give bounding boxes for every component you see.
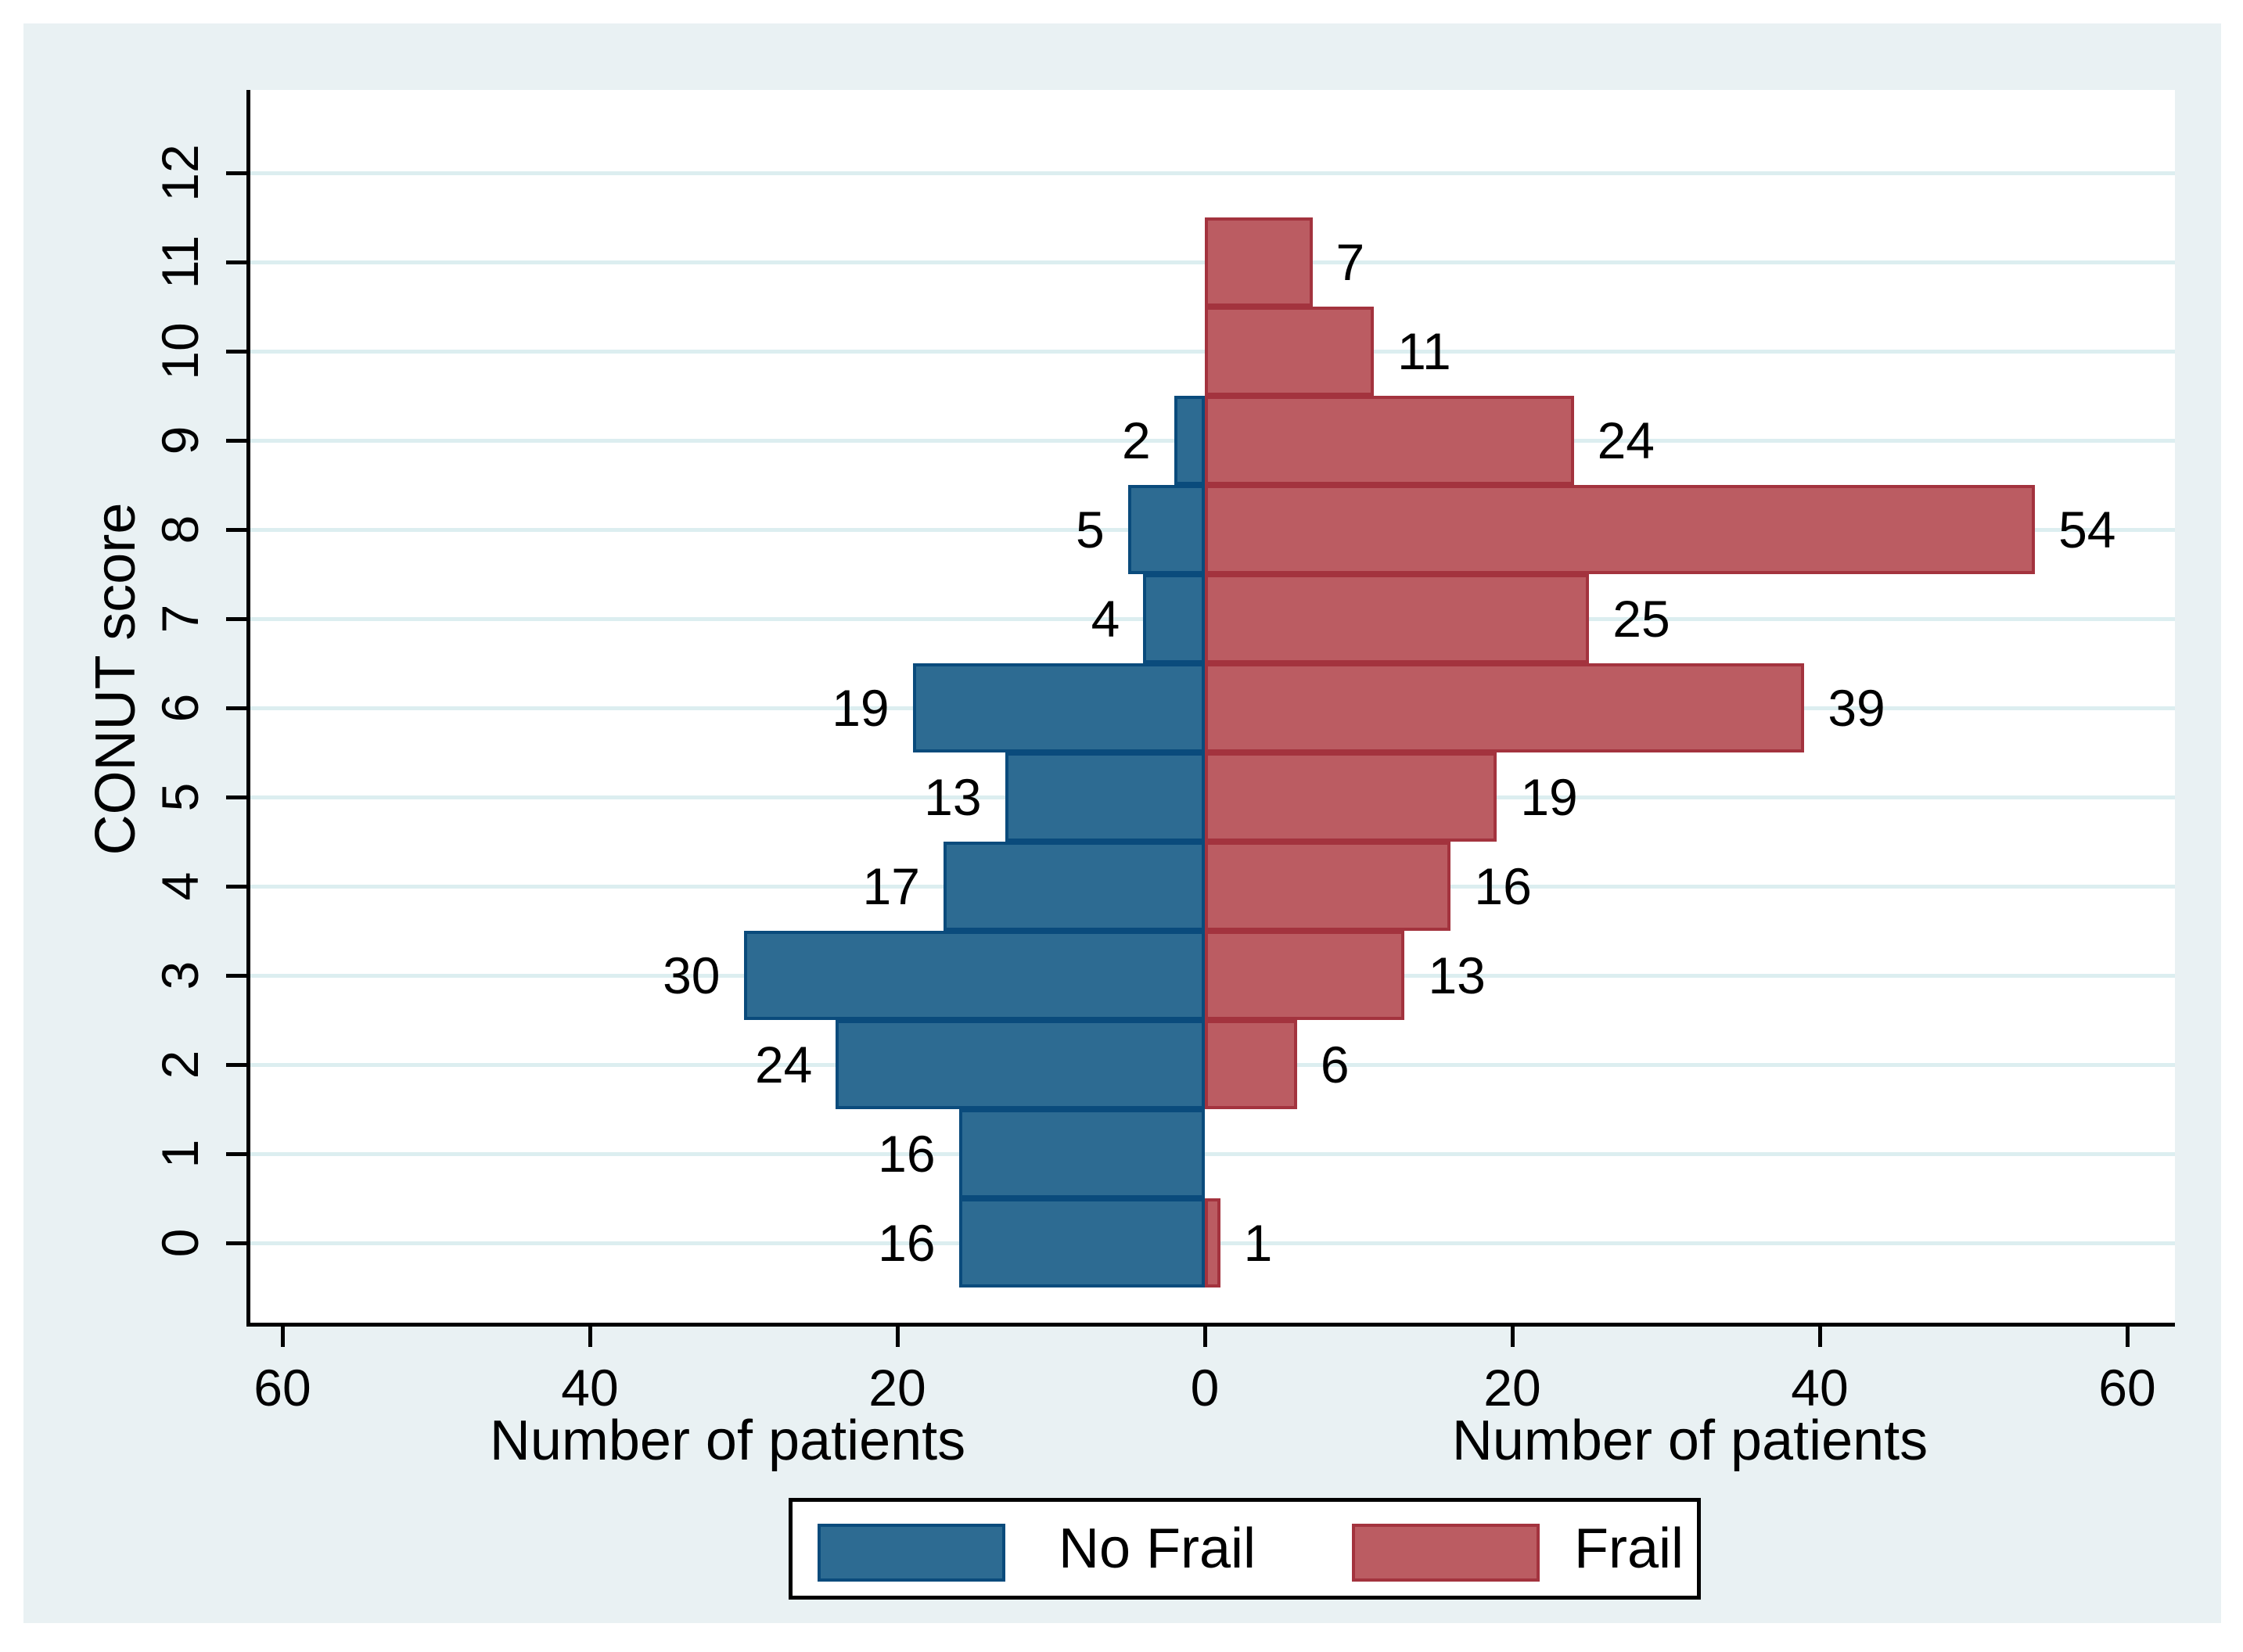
x-tick-0 — [281, 1327, 285, 1347]
x-tick-label-2: 20 — [868, 1359, 926, 1417]
y-axis-title: CONUT score — [84, 502, 147, 856]
x-tick-6 — [2126, 1327, 2130, 1347]
bar-no-frail-score-1 — [958, 1109, 1205, 1198]
bar-no-frail-score-9 — [1174, 396, 1205, 485]
value-label-frail-score-3: 13 — [1428, 946, 1486, 1004]
bar-no-frail-score-4 — [943, 842, 1205, 931]
value-label-frail-score-8: 54 — [2058, 501, 2116, 558]
x-axis-line — [246, 1323, 2175, 1327]
value-label-no-frail-score-2: 24 — [754, 1036, 813, 1094]
legend-label-no-frail: No Frail — [1059, 1517, 1256, 1580]
bar-no-frail-score-2 — [836, 1020, 1205, 1109]
x-tick-label-3: 0 — [1190, 1359, 1220, 1417]
value-label-frail-score-5: 19 — [1520, 768, 1578, 826]
legend-swatch-frail — [1352, 1524, 1540, 1582]
x-tick-label-4: 20 — [1483, 1359, 1541, 1417]
y-axis-line — [246, 90, 250, 1327]
bar-no-frail-score-6 — [912, 663, 1205, 752]
value-label-no-frail-score-4: 17 — [862, 857, 920, 915]
value-label-no-frail-score-0: 16 — [878, 1214, 936, 1272]
y-tick-6 — [226, 706, 246, 710]
x-tick-label-0: 60 — [253, 1359, 311, 1417]
y-tick-5 — [226, 795, 246, 799]
x-tick-label-6: 60 — [2098, 1359, 2156, 1417]
x-axis-title-right: Number of patients — [1451, 1410, 1928, 1472]
gridline-score-1 — [250, 1152, 2175, 1156]
bar-frail-score-9 — [1205, 396, 1574, 485]
value-label-frail-score-10: 11 — [1397, 322, 1451, 380]
value-label-frail-score-7: 25 — [1612, 590, 1670, 648]
value-label-frail-score-11: 7 — [1335, 233, 1365, 291]
x-tick-4 — [1511, 1327, 1515, 1347]
figure-background: 16 16 24 30 17 13 19 4 5 2 1 6 13 16 19 39 25 54 24 11 7 60 4… — [23, 23, 2221, 1623]
x-tick-5 — [1818, 1327, 1822, 1347]
bar-frail-score-3 — [1205, 931, 1405, 1020]
bar-frail-score-10 — [1205, 307, 1375, 396]
value-label-frail-score-2: 6 — [1320, 1036, 1350, 1094]
value-label-no-frail-score-1: 16 — [878, 1125, 936, 1183]
y-tick-10 — [226, 350, 246, 354]
y-tick-2 — [226, 1063, 246, 1067]
x-tick-label-1: 40 — [561, 1359, 619, 1417]
x-tick-label-5: 40 — [1791, 1359, 1849, 1417]
plot-area: 16 16 24 30 17 13 19 4 5 2 1 6 13 16 19 39 25 54 24 11 7 — [250, 90, 2175, 1323]
x-tick-1 — [588, 1327, 592, 1347]
bar-no-frail-score-5 — [1005, 752, 1205, 842]
bar-frail-score-8 — [1205, 485, 2036, 574]
bar-no-frail-score-3 — [743, 931, 1205, 1020]
value-label-no-frail-score-6: 19 — [832, 679, 890, 737]
legend-label-frail: Frail — [1574, 1517, 1684, 1580]
bar-frail-score-6 — [1205, 663, 1805, 752]
x-tick-3 — [1203, 1327, 1207, 1347]
value-label-no-frail-score-9: 2 — [1121, 411, 1151, 469]
gridline-score-12 — [250, 171, 2175, 175]
value-label-no-frail-score-7: 4 — [1091, 590, 1120, 648]
bar-frail-score-4 — [1205, 842, 1451, 931]
value-label-no-frail-score-5: 13 — [924, 768, 982, 826]
bar-frail-score-5 — [1205, 752, 1497, 842]
value-label-frail-score-4: 16 — [1474, 857, 1532, 915]
value-label-frail-score-6: 39 — [1828, 679, 1885, 737]
y-tick-0 — [226, 1241, 246, 1245]
y-tick-8 — [226, 528, 246, 532]
y-tick-3 — [226, 974, 246, 978]
y-tick-label-12: 12 — [151, 144, 209, 202]
bar-frail-score-2 — [1205, 1020, 1297, 1109]
bar-no-frail-score-0 — [958, 1198, 1205, 1287]
value-label-frail-score-9: 24 — [1597, 411, 1655, 469]
y-tick-1 — [226, 1152, 246, 1156]
legend-swatch-no-frail — [818, 1524, 1005, 1582]
legend-box: No Frail Frail — [789, 1498, 1701, 1600]
value-label-no-frail-score-8: 5 — [1076, 501, 1105, 558]
value-label-frail-score-0: 1 — [1243, 1214, 1273, 1272]
bar-frail-score-0 — [1205, 1198, 1220, 1287]
x-axis-title-left: Number of patients — [489, 1410, 966, 1472]
y-tick-12 — [226, 171, 246, 175]
y-tick-11 — [226, 260, 246, 264]
bar-frail-score-7 — [1205, 574, 1590, 663]
y-tick-7 — [226, 617, 246, 621]
bar-frail-score-11 — [1205, 217, 1313, 307]
y-tick-4 — [226, 885, 246, 889]
x-tick-2 — [896, 1327, 900, 1347]
value-label-no-frail-score-3: 30 — [663, 946, 721, 1004]
bar-no-frail-score-8 — [1127, 485, 1205, 574]
y-tick-9 — [226, 439, 246, 443]
bar-no-frail-score-7 — [1143, 574, 1205, 663]
